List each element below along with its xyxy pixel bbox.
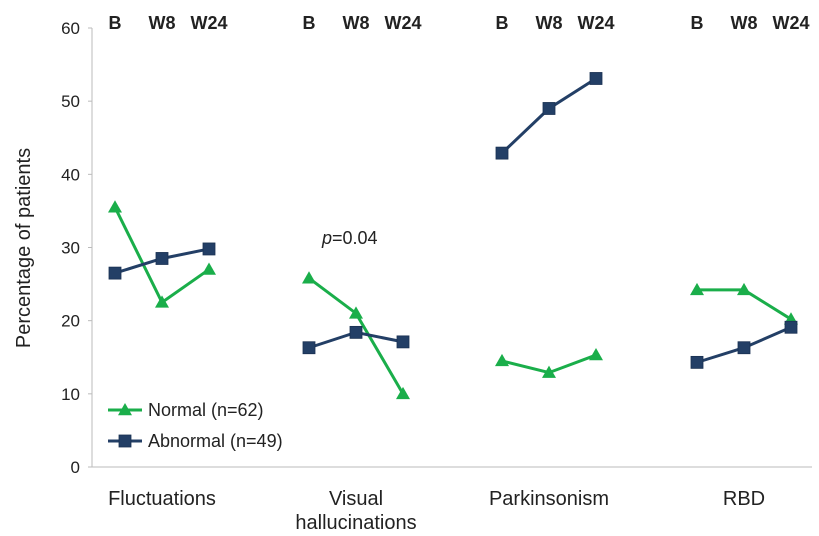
abnormal-point: [542, 102, 556, 115]
y-tick-label: 50: [61, 92, 80, 111]
y-tick-label: 30: [61, 239, 80, 258]
axes: [88, 27, 812, 468]
y-tick-labels: 0 10 20 30 40 50 60: [61, 19, 80, 477]
normal-point: [542, 365, 556, 378]
timepoint-labels: B W8 W24 B W8 W24 B W8 W24 B W8 W24: [109, 13, 810, 33]
normal-point: [690, 282, 704, 296]
y-tick-label: 10: [61, 385, 80, 404]
p-value-annotation: p=0.04: [321, 228, 378, 248]
abnormal-point: [349, 325, 363, 339]
group-label: Parkinsonism: [489, 488, 609, 510]
abnormal-point: [737, 341, 751, 355]
abnormal-point: [202, 242, 216, 256]
timepoint-label: B: [109, 13, 122, 33]
timepoint-label: B: [496, 13, 509, 33]
legend-label: Abnormal (n=49): [148, 431, 283, 451]
series-lines: [113, 77, 792, 395]
abnormal-point: [396, 335, 410, 349]
timepoint-label: W24: [577, 13, 614, 33]
y-axis-title: Percentage of patients: [13, 148, 35, 348]
abnormal-point: [302, 341, 316, 355]
normal-point: [202, 262, 216, 275]
group-label: RBD: [723, 488, 765, 510]
legend-label: Normal (n=62): [148, 400, 264, 420]
abnormal-point: [589, 72, 603, 85]
timepoint-label: W8: [149, 13, 176, 33]
normal-point: [396, 386, 410, 400]
group-label: Fluctuations: [108, 488, 216, 510]
normal-point: [108, 200, 122, 213]
abnormal-point: [155, 252, 169, 265]
normal-point: [737, 282, 751, 296]
legend: Normal (n=62) Abnormal (n=49): [108, 400, 283, 451]
y-tick-label: 40: [61, 165, 80, 184]
timepoint-label: B: [691, 13, 704, 33]
normal-point: [155, 295, 169, 308]
timepoint-label: W8: [731, 13, 758, 33]
normal-point: [349, 306, 363, 319]
group-label: Visual: [329, 488, 383, 510]
abnormal-point: [108, 266, 122, 280]
normal-point: [302, 271, 316, 284]
normal-point: [495, 353, 509, 367]
abnormal-point: [784, 320, 798, 334]
p-italic: p: [321, 228, 332, 248]
group-label: hallucinations: [295, 512, 416, 534]
legend-swatch-marker: [118, 403, 132, 416]
timepoint-label: W24: [384, 13, 421, 33]
abnormal-point: [495, 146, 509, 160]
legend-swatch-marker: [118, 434, 132, 448]
timepoint-label: W24: [772, 13, 809, 33]
abnormal-point: [690, 355, 704, 369]
timepoint-label: W24: [190, 13, 227, 33]
normal-point: [589, 348, 603, 361]
timepoint-label: W8: [343, 13, 370, 33]
y-tick-label: 0: [71, 458, 80, 477]
timepoint-label: W8: [536, 13, 563, 33]
y-tick-label: 60: [61, 19, 80, 38]
timepoint-label: B: [303, 13, 316, 33]
series-markers: [108, 72, 798, 400]
p-value: =0.04: [332, 228, 378, 248]
y-tick-label: 20: [61, 312, 80, 331]
abnormal-series-line: [500, 77, 597, 155]
